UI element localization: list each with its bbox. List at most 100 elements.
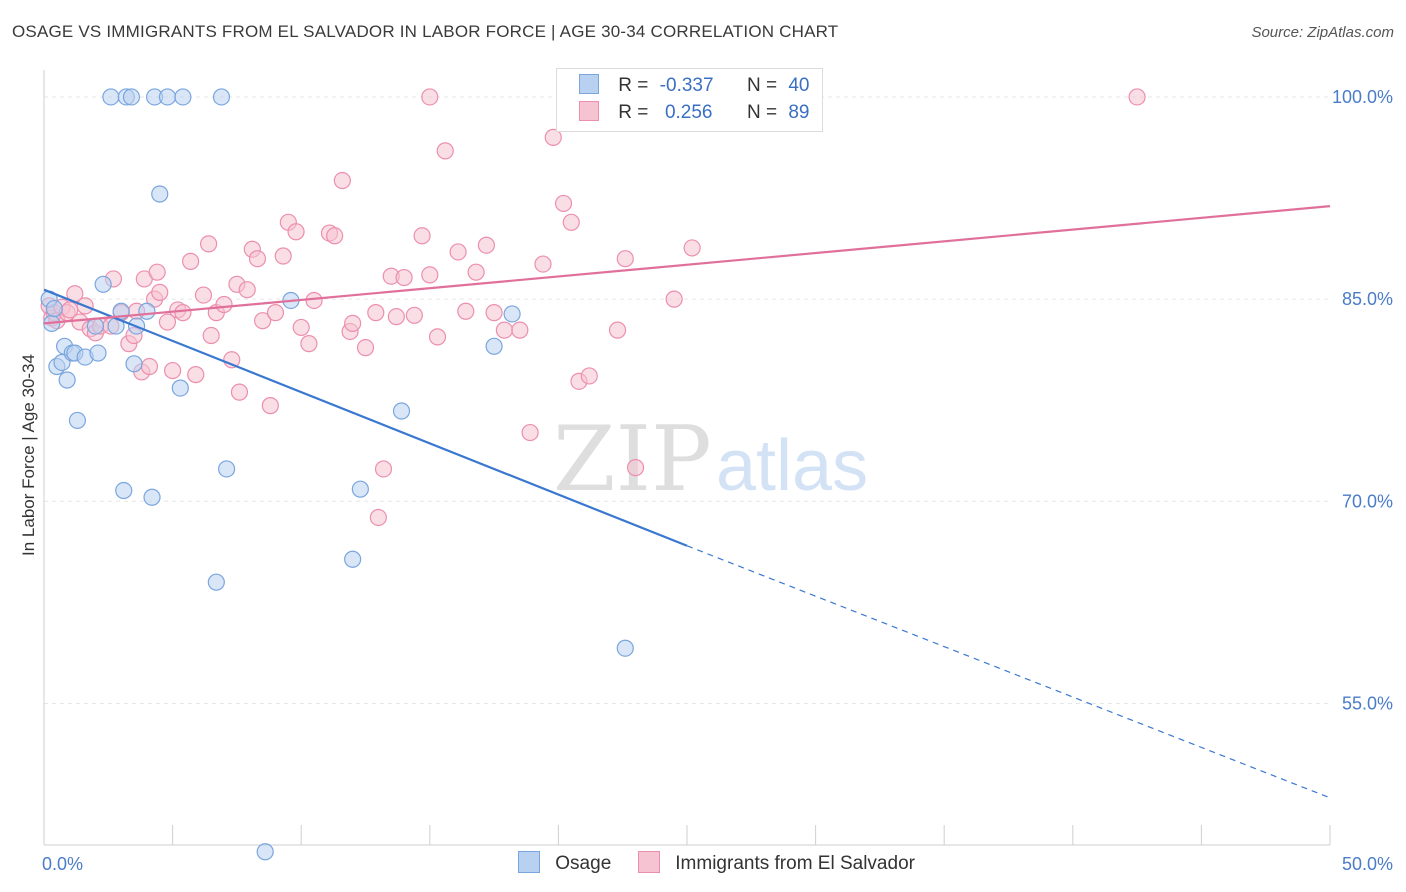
legend-swatch-salvador	[638, 851, 660, 873]
salvador-point	[266, 304, 285, 322]
salvador-point	[356, 339, 375, 357]
salvador-point	[511, 321, 529, 339]
salvador-point	[287, 223, 305, 241]
salvador-point	[292, 318, 310, 337]
salvador-point	[369, 508, 387, 527]
salvador-point	[436, 142, 454, 160]
osage-point	[102, 88, 120, 106]
salvador-point	[544, 128, 562, 146]
chart-title: OSAGE VS IMMIGRANTS FROM EL SALVADOR IN …	[12, 22, 839, 41]
salvador-point	[626, 459, 645, 477]
legend-r-label: R =	[618, 75, 649, 96]
osage-point	[616, 639, 634, 657]
salvador-point	[148, 263, 166, 281]
salvador-point	[421, 266, 439, 284]
legend-item-osage[interactable]: Osage	[518, 851, 611, 875]
salvador-point	[616, 250, 634, 268]
osage-point	[158, 88, 177, 106]
y-tick-label: 85.0%	[1342, 289, 1393, 309]
salvador-point	[554, 194, 573, 213]
salvador-point	[238, 281, 256, 299]
watermark: ZIP atlas	[553, 407, 868, 512]
osage-point	[256, 843, 274, 861]
salvador-point	[174, 304, 192, 322]
osage-point	[94, 275, 112, 293]
osage-point	[122, 88, 141, 106]
salvador-point	[449, 243, 467, 261]
series-legend: Osage Immigrants from El Salvador	[0, 851, 1406, 879]
salvador-point	[534, 255, 552, 273]
legend-item-salvador[interactable]: Immigrants from El Salvador	[638, 851, 915, 875]
osage-point	[143, 488, 161, 506]
y-tick-label: 100.0%	[1332, 87, 1393, 107]
salvador-point	[413, 227, 431, 245]
legend-swatch-osage	[518, 851, 540, 873]
legend-swatch-osage	[579, 74, 599, 94]
salvador-point	[187, 366, 205, 384]
watermark-atlas: atlas	[716, 426, 868, 506]
x-tick-labels: 0.0% 50.0%	[42, 854, 1393, 874]
salvador-point	[387, 308, 405, 326]
salvador-point	[326, 227, 344, 245]
salvador-point	[200, 235, 218, 253]
salvador-point	[485, 304, 503, 322]
source-label: Source: ZipAtlas.com	[1251, 24, 1394, 41]
salvador-point	[194, 286, 213, 304]
salvador-point	[665, 290, 683, 308]
osage-point	[174, 88, 192, 106]
salvador-trend-line	[43, 205, 1331, 325]
series-osage	[40, 88, 634, 861]
legend-label-osage: Osage	[555, 853, 612, 874]
salvador-point	[467, 263, 485, 281]
salvador-point	[344, 314, 362, 332]
y-tick-labels: 100.0% 85.0% 70.0% 55.0%	[1332, 87, 1393, 714]
salvador-point	[164, 361, 182, 380]
osage-point	[485, 337, 503, 355]
series-immigrants-from-el-salvador	[40, 88, 1146, 527]
salvador-point	[140, 357, 159, 376]
salvador-point	[683, 239, 701, 257]
legend-r-label: R =	[618, 102, 649, 123]
osage-point	[115, 481, 133, 500]
salvador-point	[421, 88, 439, 106]
legend-r-value-osage: -0.337	[659, 75, 714, 96]
salvador-point	[428, 328, 447, 346]
salvador-point	[305, 291, 323, 310]
salvador-point	[202, 326, 220, 345]
salvador-point	[405, 306, 423, 324]
osage-point	[68, 411, 87, 430]
osage-point	[86, 317, 105, 335]
salvador-point	[521, 423, 539, 442]
salvador-point	[1128, 88, 1146, 106]
watermark-zip: ZIP	[553, 407, 712, 512]
salvador-point	[374, 460, 393, 478]
osage-point	[58, 371, 76, 389]
osage-point	[138, 302, 156, 320]
salvador-point	[367, 304, 385, 322]
legend-row-salvador: R = 0.256 N = 89	[579, 101, 809, 127]
osage-point	[351, 480, 369, 498]
osage-point	[89, 344, 107, 362]
y-tick-label: 55.0%	[1342, 693, 1393, 713]
salvador-point	[608, 321, 627, 339]
salvador-point	[215, 295, 233, 314]
salvador-point	[274, 247, 292, 265]
trend-lines	[43, 205, 1331, 799]
salvador-point	[395, 268, 413, 287]
salvador-point	[230, 383, 249, 401]
legend-swatch-salvador	[579, 101, 599, 121]
legend-n-label: N =	[746, 75, 778, 96]
legend-n-value-salvador: 89	[788, 102, 810, 123]
osage-point	[503, 305, 521, 323]
osage-point	[125, 355, 143, 373]
osage-trend-line	[43, 288, 688, 547]
salvador-point	[261, 397, 279, 415]
salvador-point	[151, 283, 169, 301]
salvador-point	[580, 367, 598, 385]
x-tick-label: 0.0%	[42, 854, 83, 874]
salvador-point	[300, 335, 318, 353]
osage-point	[151, 185, 169, 203]
x-tick-label: 50.0%	[1342, 854, 1393, 874]
salvador-point	[254, 312, 272, 330]
